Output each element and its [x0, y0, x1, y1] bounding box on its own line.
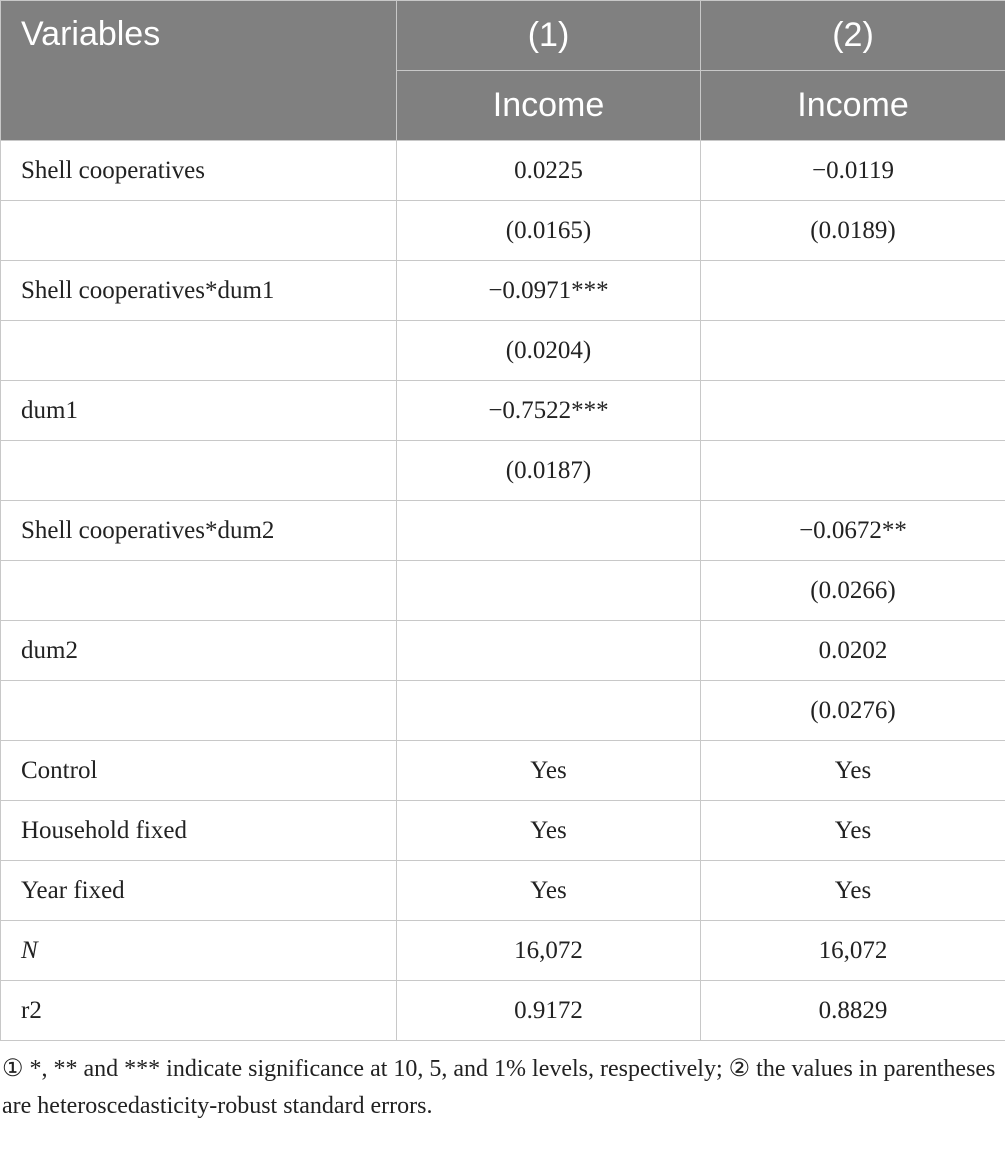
table-cell: [700, 440, 1005, 501]
table-cell: Year fixed: [0, 860, 397, 921]
table-row: Shell cooperatives 0.0225 −0.0119: [0, 140, 1005, 201]
table-cell: [0, 680, 397, 741]
header-row: Variables (1) (2): [0, 0, 1005, 141]
table-row: dum2 0.0202: [0, 620, 1005, 681]
header-cell: Income: [396, 70, 701, 141]
table-cell: Yes: [396, 740, 701, 801]
table-cell: dum2: [0, 620, 397, 681]
table-cell: −0.7522***: [396, 380, 701, 441]
table-cell: Yes: [396, 800, 701, 861]
table-header: Variables (1) (2) Income Income: [0, 0, 1005, 141]
table-row: (0.0266): [0, 560, 1005, 621]
table-row: Shell cooperatives*dum1 −0.0971***: [0, 260, 1005, 321]
table-cell: [0, 200, 397, 261]
table-cell: (0.0187): [396, 440, 701, 501]
table-cell: 0.8829: [700, 980, 1005, 1041]
table-cell: dum1: [0, 380, 397, 441]
table-row: r2 0.9172 0.8829: [0, 980, 1005, 1041]
table-cell: (0.0276): [700, 680, 1005, 741]
header-cell: Variables: [0, 0, 397, 141]
table-row: N 16,072 16,072: [0, 920, 1005, 981]
table-cell: [396, 560, 701, 621]
table-cell: [700, 260, 1005, 321]
table-cell: Yes: [396, 860, 701, 921]
table-row: (0.0204): [0, 320, 1005, 381]
table-cell: (0.0165): [396, 200, 701, 261]
table-cell: r2: [0, 980, 397, 1041]
table-cell: Yes: [700, 860, 1005, 921]
table-cell: N: [0, 920, 397, 981]
table-cell: (0.0204): [396, 320, 701, 381]
table-row: Year fixed Yes Yes: [0, 860, 1005, 921]
table-cell: Control: [0, 740, 397, 801]
table-cell: [700, 380, 1005, 441]
table-cell: 0.0225: [396, 140, 701, 201]
header-cell: (1): [396, 0, 701, 71]
table-body: Shell cooperatives 0.0225 −0.0119 (0.0165)(…: [0, 140, 1005, 1041]
table-row: Control Yes Yes: [0, 740, 1005, 801]
table-cell: Shell cooperatives: [0, 140, 397, 201]
table-row: Household fixed Yes Yes: [0, 800, 1005, 861]
table-cell: 0.0202: [700, 620, 1005, 681]
table-cell: [396, 620, 701, 681]
table-cell: [396, 500, 701, 561]
table-cell: Household fixed: [0, 800, 397, 861]
table-cell: Yes: [700, 740, 1005, 801]
table-cell: (0.0189): [700, 200, 1005, 261]
table-cell: [0, 440, 397, 501]
footnote: ① *, ** and *** indicate significance at…: [2, 1056, 996, 1119]
table-cell: Yes: [700, 800, 1005, 861]
table-cell: [0, 560, 397, 621]
table-row: Shell cooperatives*dum2 −0.0672**: [0, 500, 1005, 561]
table-cell: 16,072: [396, 920, 701, 981]
table-row: (0.0276): [0, 680, 1005, 741]
header-cell: Income: [700, 70, 1005, 141]
table-cell: [700, 320, 1005, 381]
table-cell: −0.0971***: [396, 260, 701, 321]
table-row: (0.0187): [0, 440, 1005, 501]
table-cell: −0.0119: [700, 140, 1005, 201]
table-cell: −0.0672**: [700, 500, 1005, 561]
results-table: Variables (1) (2) Income Income Shell co…: [0, 0, 1005, 1041]
table-cell: Shell cooperatives*dum2: [0, 500, 397, 561]
table-cell: [0, 320, 397, 381]
header-cell: (2): [700, 0, 1005, 71]
table-row: dum1 −0.7522***: [0, 380, 1005, 441]
table-row: (0.0165) (0.0189): [0, 200, 1005, 261]
table-cell: Shell cooperatives*dum1: [0, 260, 397, 321]
header-row: Income Income: [1, 70, 1005, 141]
table-cell: 0.9172: [396, 980, 701, 1041]
table-cell: [396, 680, 701, 741]
table-cell: (0.0266): [700, 560, 1005, 621]
table-cell: 16,072: [700, 920, 1005, 981]
